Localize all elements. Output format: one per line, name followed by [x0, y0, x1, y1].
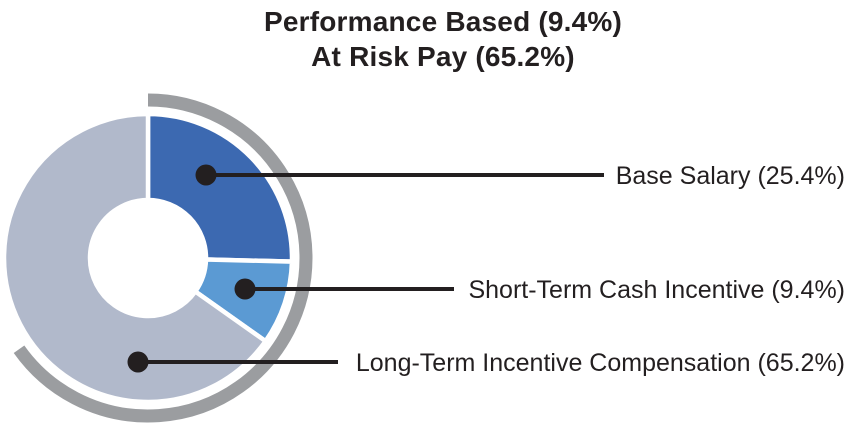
legend-label-base-salary: Base Salary (25.4%) [616, 162, 845, 190]
leader-dot-short-term-cash-incentive [234, 278, 256, 300]
at-risk-arc [13, 93, 313, 423]
pie-slice-base-salary [145, 111, 295, 264]
chart-title-line2: At Risk Pay (65.2%) [311, 41, 575, 72]
legend-label-long-term-incentive-compensation: Long-Term Incentive Compensation (65.2%) [356, 349, 845, 377]
legend-label-short-term-cash-incentive: Short-Term Cash Incentive (9.4%) [468, 276, 845, 304]
chart-title: Performance Based (9.4%) At Risk Pay (65… [40, 4, 846, 74]
leader-lines [127, 164, 604, 373]
leader-dot-base-salary [195, 164, 217, 186]
pie-slice-long-term-incentive-compensation [1, 111, 269, 405]
pie-slices [1, 111, 295, 405]
chart-title-line1: Performance Based (9.4%) [263, 6, 623, 37]
leader-dot-long-term-incentive-compensation [127, 351, 149, 373]
